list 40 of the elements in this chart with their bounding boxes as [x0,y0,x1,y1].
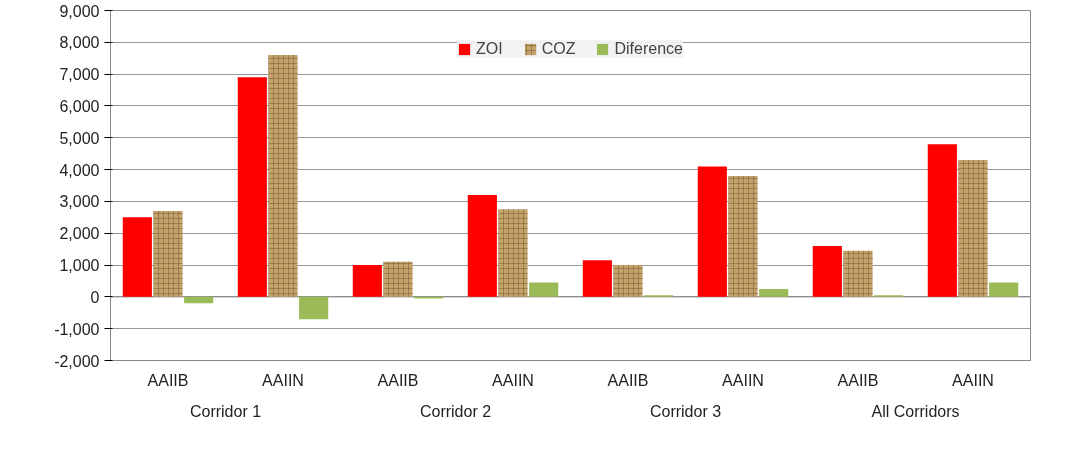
bar [467,195,497,297]
x-tick-label: AAIIN [262,371,304,389]
y-tick-label: 9,000 [59,2,100,20]
y-tick-label: 3,000 [59,193,100,211]
bar [812,245,842,297]
x-tick-label: AAIIN [722,371,764,389]
x-tick-label: AAIIN [492,371,534,389]
bar [529,282,559,297]
legend-label: COZ [541,40,576,58]
y-tick-label: 0 [90,288,100,306]
legend-label: ZOI [476,40,503,58]
text: Corridor 2 [419,402,492,420]
bar [697,166,727,297]
bar [927,144,957,297]
y-tick-label: 4,000 [59,161,100,179]
bar [122,217,152,297]
bar [352,265,382,297]
y-tick-label: 1,000 [59,257,100,275]
text: Corridor 3 [649,402,722,420]
bar [582,260,612,297]
text: All Corridors [871,402,960,420]
y-tick-label: 8,000 [59,34,100,52]
bar [989,282,1019,297]
bar [299,296,329,320]
y-tick-label: -2,000 [54,352,100,370]
x-tick-label: AAIIB [377,371,419,389]
text: Corridor 1 [189,402,262,420]
y-tick-label: 7,000 [59,66,100,84]
x-tick-label: AAIIB [837,371,879,389]
bar [184,296,214,304]
y-tick-label: 5,000 [59,129,100,147]
y-tick-label: -1,000 [54,320,100,338]
x-tick-label: AAIIB [147,371,189,389]
x-tick-label: AAIIB [607,371,649,389]
legend-label: Diference [614,40,683,58]
x-tick-label: AAIIN [952,371,994,389]
bar [759,288,789,297]
y-tick-label: 2,000 [59,225,100,243]
y-tick-label: 6,000 [59,97,100,115]
bar [237,77,267,297]
